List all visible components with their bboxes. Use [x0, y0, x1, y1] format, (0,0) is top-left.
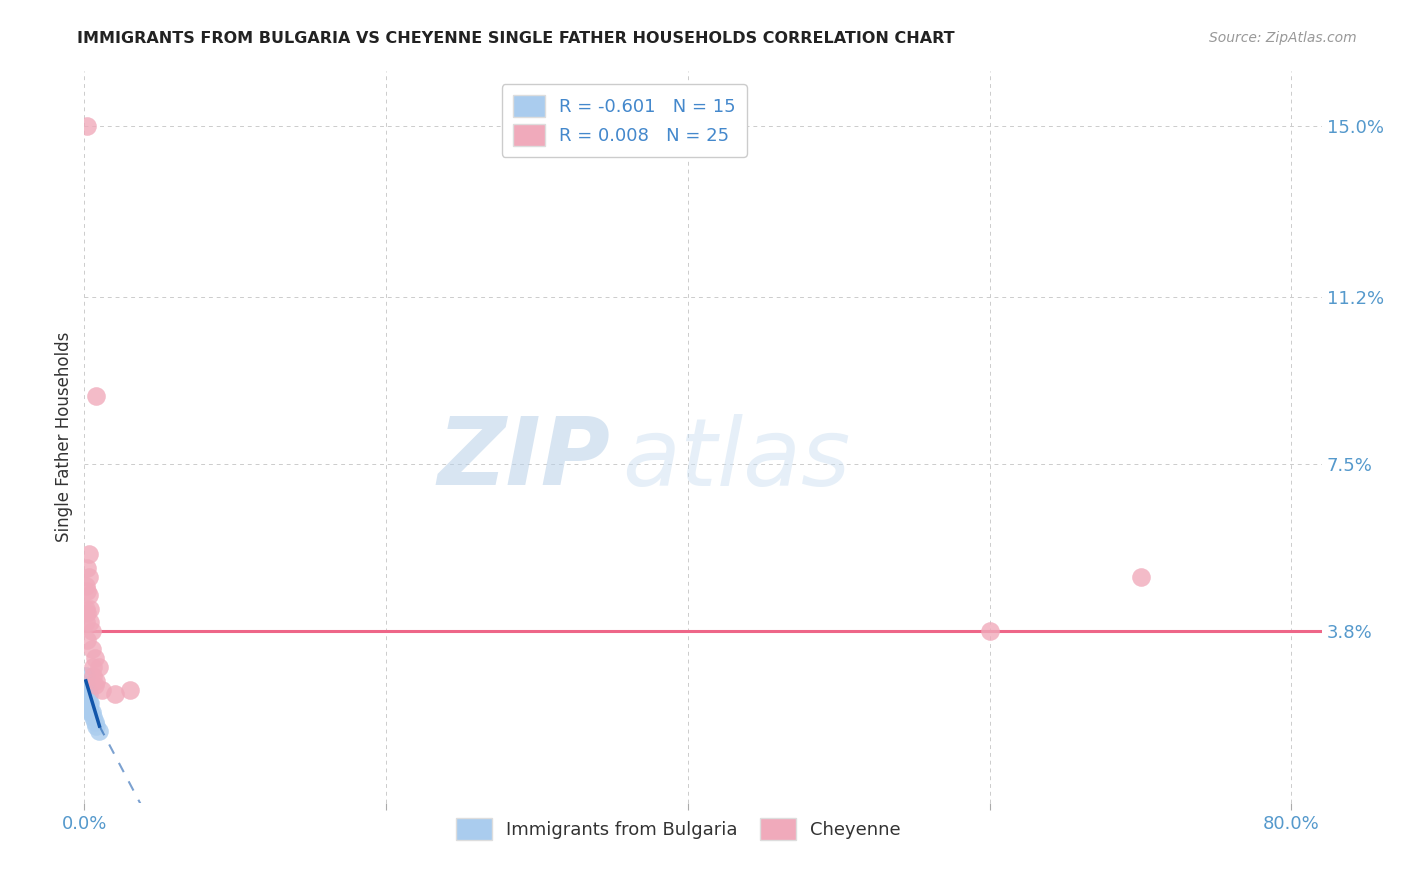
Point [82, 669, 104, 683]
Point [76, 119, 98, 133]
Point [77, 688, 100, 702]
Point [80, 706, 103, 720]
Point [77, 588, 100, 602]
Point [82, 710, 104, 724]
Point [82, 660, 104, 674]
Point [80, 642, 103, 657]
Point [76, 692, 98, 706]
Point [84, 714, 107, 729]
Point [103, 688, 125, 702]
Point [89, 723, 111, 738]
Point [76, 561, 98, 575]
Text: Source: ZipAtlas.com: Source: ZipAtlas.com [1209, 31, 1357, 45]
Point [79, 615, 101, 630]
Point [86, 389, 108, 403]
Point [118, 682, 141, 697]
Point [77, 701, 100, 715]
Legend: Immigrants from Bulgaria, Cheyenne: Immigrants from Bulgaria, Cheyenne [447, 808, 910, 848]
Point [979, 624, 1001, 639]
Point [76, 633, 98, 648]
Point [75, 615, 97, 630]
Point [86, 673, 108, 688]
Point [76, 606, 98, 620]
Text: ZIP: ZIP [437, 413, 610, 505]
Point [89, 660, 111, 674]
Point [75, 601, 97, 615]
Point [91, 682, 114, 697]
Text: atlas: atlas [623, 414, 851, 505]
Point [77, 697, 100, 711]
Point [76, 583, 98, 598]
Point [79, 706, 101, 720]
Point [84, 651, 107, 665]
Point [75, 678, 97, 692]
Y-axis label: Single Father Households: Single Father Households [55, 332, 73, 542]
Point [1129, 570, 1152, 584]
Point [77, 548, 100, 562]
Point [75, 579, 97, 593]
Point [79, 697, 101, 711]
Point [80, 624, 103, 639]
Point [84, 678, 107, 692]
Point [77, 570, 100, 584]
Point [75, 669, 97, 683]
Point [76, 688, 98, 702]
Text: IMMIGRANTS FROM BULGARIA VS CHEYENNE SINGLE FATHER HOUSEHOLDS CORRELATION CHART: IMMIGRANTS FROM BULGARIA VS CHEYENNE SIN… [77, 31, 955, 46]
Point [79, 601, 101, 615]
Point [76, 682, 98, 697]
Point [86, 719, 108, 733]
